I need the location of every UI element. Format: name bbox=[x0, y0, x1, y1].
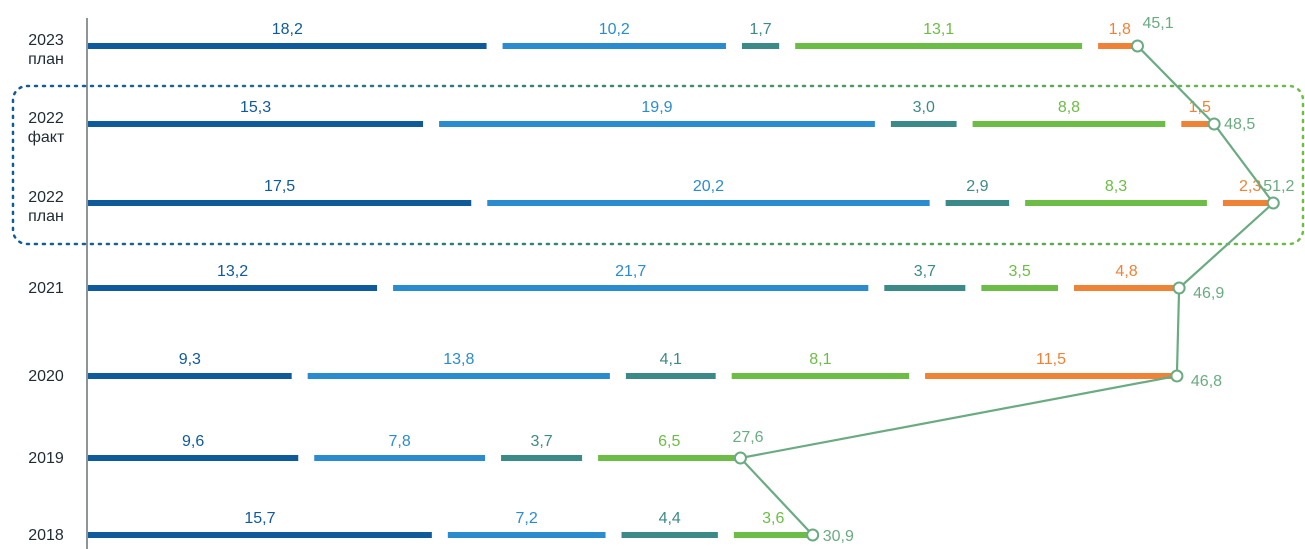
value-label: 18,2 bbox=[272, 21, 303, 38]
bar-segment bbox=[88, 121, 424, 127]
total-label: 45,1 bbox=[1143, 15, 1174, 32]
bar-segment bbox=[1073, 285, 1180, 291]
total-marker bbox=[1172, 281, 1186, 295]
category-label: 2020 bbox=[28, 368, 64, 385]
value-label: 19,9 bbox=[641, 99, 672, 116]
category-label: 2018 bbox=[28, 527, 64, 544]
bar-segment bbox=[972, 121, 1166, 127]
category-label-line: план bbox=[28, 208, 64, 225]
total-label: 46,8 bbox=[1191, 373, 1222, 390]
value-label: 9,6 bbox=[182, 433, 204, 450]
category-label-line: 2018 bbox=[28, 527, 64, 544]
value-label: 9,3 bbox=[179, 351, 201, 368]
total-label: 46,9 bbox=[1193, 285, 1224, 302]
total-label: 48,5 bbox=[1224, 116, 1255, 133]
bar-segment bbox=[393, 285, 869, 291]
value-label: 21,7 bbox=[615, 263, 646, 280]
total-marker bbox=[1170, 369, 1184, 383]
bar-segment bbox=[731, 373, 910, 379]
value-label: 15,7 bbox=[244, 510, 275, 527]
value-label: 8,8 bbox=[1058, 99, 1080, 116]
bar-segment bbox=[1025, 200, 1207, 206]
bar-segment bbox=[981, 285, 1058, 291]
value-label: 13,2 bbox=[217, 263, 248, 280]
total-marker bbox=[1266, 196, 1280, 210]
bar-segment bbox=[925, 373, 1177, 379]
bar-segment bbox=[733, 532, 813, 538]
value-label: 8,1 bbox=[809, 351, 831, 368]
bar-segment bbox=[501, 455, 583, 461]
value-label: 15,3 bbox=[240, 99, 271, 116]
bar-segment bbox=[88, 373, 292, 379]
total-label: 30,9 bbox=[823, 528, 854, 545]
value-label: 8,3 bbox=[1105, 178, 1127, 195]
bar-segment bbox=[439, 121, 875, 127]
category-label-line: факт bbox=[28, 129, 65, 146]
value-label: 7,8 bbox=[389, 433, 411, 450]
bar-segment bbox=[502, 43, 726, 49]
bar-segment bbox=[945, 200, 1010, 206]
bar-segment bbox=[598, 455, 741, 461]
bar-segment bbox=[487, 200, 930, 206]
bar-segment bbox=[314, 455, 486, 461]
bar-segment bbox=[447, 532, 606, 538]
bar-segment bbox=[88, 43, 487, 49]
total-label: 27,6 bbox=[732, 429, 763, 446]
value-label: 10,2 bbox=[599, 21, 630, 38]
bar-segment bbox=[88, 285, 378, 291]
category-label-line: 2019 bbox=[28, 450, 64, 467]
value-label: 1,7 bbox=[749, 21, 771, 38]
category-label-line: 2023 bbox=[28, 32, 64, 49]
total-marker bbox=[1131, 39, 1144, 53]
category-label-line: 2022 bbox=[28, 110, 64, 127]
value-label: 7,2 bbox=[516, 510, 538, 527]
total-marker bbox=[806, 528, 820, 542]
value-label: 3,5 bbox=[1009, 263, 1031, 280]
category-label: 2019 bbox=[28, 450, 64, 467]
bar-segment bbox=[88, 532, 432, 538]
value-label: 13,1 bbox=[923, 21, 954, 38]
value-label: 3,7 bbox=[530, 433, 552, 450]
value-label: 3,0 bbox=[913, 99, 935, 116]
category-label: 2023 план bbox=[28, 32, 64, 68]
total-label: 51,2 bbox=[1263, 178, 1294, 195]
value-label: 11,5 bbox=[1036, 351, 1066, 368]
bar-segment bbox=[625, 373, 716, 379]
value-label: 13,8 bbox=[443, 351, 474, 368]
value-label: 2,3 bbox=[1239, 178, 1261, 195]
value-label: 17,5 bbox=[264, 178, 295, 195]
value-label: 2,9 bbox=[966, 178, 988, 195]
category-label-line: 2020 bbox=[28, 368, 64, 385]
bar-segment bbox=[88, 455, 299, 461]
bar-segment bbox=[884, 285, 966, 291]
value-label: 20,2 bbox=[693, 178, 724, 195]
bar-segment bbox=[621, 532, 718, 538]
category-label: 2022 план bbox=[28, 189, 64, 225]
value-label: 6,5 bbox=[658, 433, 680, 450]
value-label: 4,1 bbox=[660, 351, 682, 368]
bar-segment bbox=[890, 121, 957, 127]
category-label: 2022 факт bbox=[28, 110, 65, 146]
bar-segment bbox=[741, 43, 780, 49]
bar-segment bbox=[307, 373, 610, 379]
total-marker bbox=[1207, 117, 1221, 131]
bar-segment bbox=[1098, 43, 1138, 49]
value-label: 4,8 bbox=[1115, 263, 1137, 280]
category-label-line: 2021 bbox=[28, 280, 64, 297]
category-label-line: план bbox=[28, 51, 64, 68]
bar-segment bbox=[1181, 121, 1215, 127]
highlight-box-2022 bbox=[11, 84, 1305, 246]
value-label: 3,7 bbox=[914, 263, 936, 280]
value-label: 1,8 bbox=[1109, 21, 1131, 38]
bar-segment bbox=[1222, 200, 1274, 206]
value-label: 4,4 bbox=[659, 510, 681, 527]
value-label: 3,6 bbox=[762, 510, 784, 527]
bar-segment bbox=[795, 43, 1083, 49]
total-marker bbox=[733, 451, 747, 465]
category-label: 2021 bbox=[28, 280, 64, 297]
bar-segment bbox=[88, 200, 472, 206]
category-label-line: 2022 bbox=[28, 189, 64, 206]
